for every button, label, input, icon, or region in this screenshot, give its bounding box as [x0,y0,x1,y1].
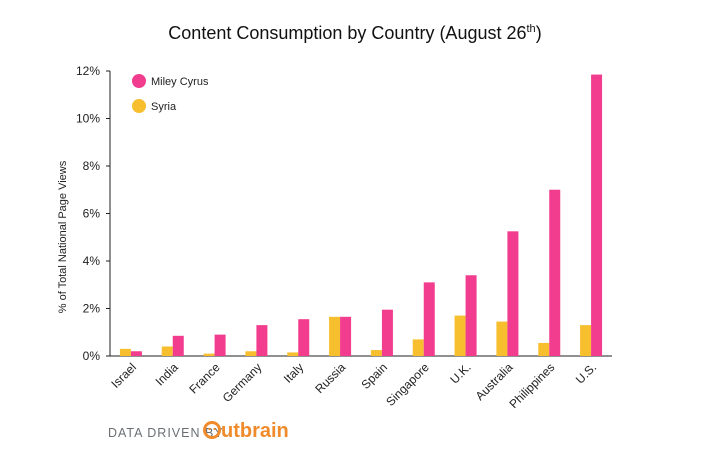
x-tick-label: Australia [473,360,516,403]
bar-miley-cyrus-singapore [423,282,435,356]
y-axis: 0% 2% 4% 6% 8% 10% 12% [76,64,110,363]
bar-miley-cyrus-australia [507,231,519,356]
y-tick-label: 4% [83,254,101,268]
x-tick-label: India [153,360,182,389]
bar-miley-cyrus-israel [130,351,142,356]
bar-syria-singapore [412,339,424,356]
bar-miley-cyrus-uk [465,275,477,356]
legend: Miley Cyrus Syria [132,74,209,113]
legend-label-syria: Syria [151,101,177,113]
legend-swatch-syria [132,99,146,113]
y-tick-label: 12% [76,64,100,78]
x-tick-label: Spain [358,360,390,392]
x-tick-label: Israel [108,360,139,391]
bar-syria-philippines [538,342,550,356]
bar-syria-india [161,346,173,356]
bar-syria-france [203,353,215,356]
x-tick-label: U.S. [573,360,599,386]
x-tick-label: Germany [220,360,265,405]
y-tick-label: 10% [76,112,100,126]
bar-syria-spain [370,350,382,356]
bar-miley-cyrus-spain [381,309,393,356]
x-tick-label: Russia [312,360,348,396]
chart-title: Content Consumption by Country (August 2… [168,23,541,43]
bar-syria-russia [329,316,341,356]
legend-swatch-miley-cyrus [132,74,146,88]
legend-label-miley-cyrus: Miley Cyrus [151,76,209,88]
outbrain-logo-o-icon [203,421,221,439]
footer: DATA DRIVEN BY utbrain [108,420,289,442]
bar-miley-cyrus-philippines [549,189,561,356]
bar-syria-germany [245,351,257,356]
bar-syria-us [580,325,592,356]
x-tick-label: Philippines [506,360,557,411]
y-tick-label: 0% [83,349,101,363]
bar-syria-israel [119,348,131,356]
brand-name: utbrain [221,420,289,442]
x-tick-label: U.K. [447,360,473,386]
x-tick-label: Italy [281,360,306,385]
x-tick-label: Singapore [383,360,432,409]
bar-syria-australia [496,321,508,356]
bars-group [119,74,603,356]
bar-miley-cyrus-germany [256,325,268,356]
bar-syria-italy [287,352,299,356]
bar-miley-cyrus-us [591,74,603,356]
footer-label: DATA DRIVEN BY [108,426,224,440]
bar-miley-cyrus-france [214,334,226,356]
x-tick-label: France [186,360,223,397]
y-axis-label: % of Total National Page Views [57,160,69,313]
bar-miley-cyrus-russia [340,316,352,356]
y-tick-label: 6% [83,207,101,221]
y-tick-label: 8% [83,159,101,173]
bar-miley-cyrus-india [172,335,184,356]
bar-miley-cyrus-italy [298,319,310,356]
bar-syria-uk [454,315,466,356]
y-tick-label: 2% [83,302,101,316]
